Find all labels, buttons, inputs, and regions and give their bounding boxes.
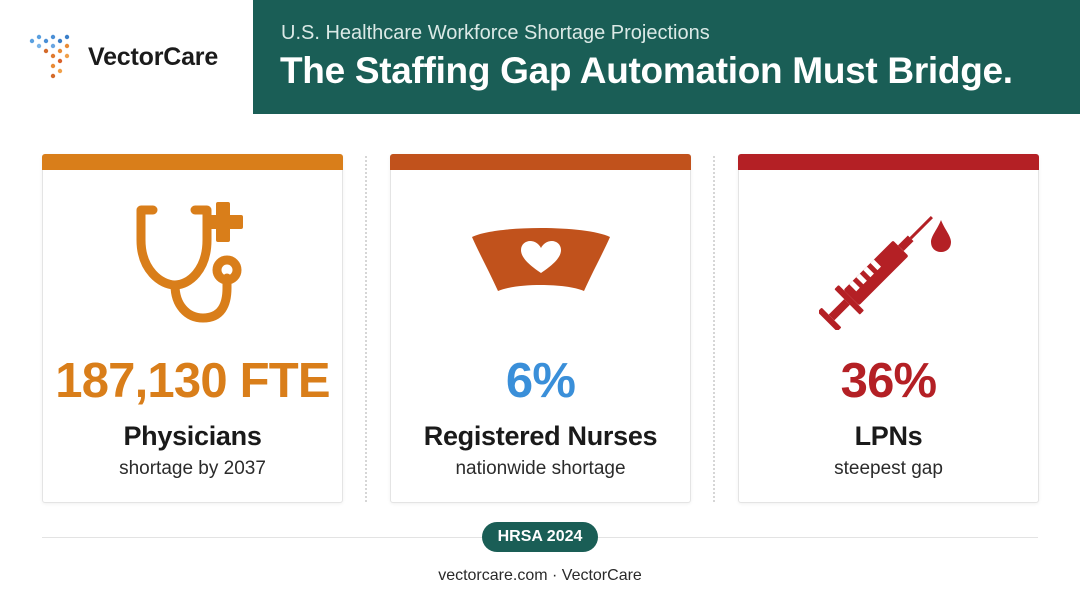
header-title: The Staffing Gap Automation Must Bridge. bbox=[280, 50, 1013, 91]
card-description: nationwide shortage bbox=[455, 458, 626, 479]
card-label: LPNs bbox=[854, 421, 923, 451]
stat-value: 36% bbox=[840, 354, 937, 408]
syringe-icon bbox=[818, 216, 951, 330]
card-label: Physicians bbox=[123, 421, 262, 451]
header-banner: U.S. Healthcare Workforce Shortage Proje… bbox=[253, 0, 1080, 114]
brand-name: VectorCare bbox=[88, 42, 219, 71]
brand-logo[interactable]: VectorCare bbox=[26, 28, 246, 86]
footer-site[interactable]: vectorcare.com · VectorCare bbox=[438, 567, 642, 584]
card-description: shortage by 2037 bbox=[119, 458, 266, 479]
stat-value: 187,130 FTE bbox=[55, 354, 330, 408]
card-accent-bar bbox=[738, 154, 1039, 170]
card-description: steepest gap bbox=[834, 458, 943, 479]
card-accent-bar bbox=[42, 154, 343, 170]
divider bbox=[365, 156, 367, 502]
divider bbox=[713, 156, 715, 502]
source-badge: HRSA 2024 bbox=[482, 522, 598, 552]
lpns-card: 36% LPNs steepest gap bbox=[738, 154, 1039, 503]
stethoscope-plus-icon bbox=[136, 202, 243, 323]
card-label: Registered Nurses bbox=[423, 421, 658, 451]
header-subtitle: U.S. Healthcare Workforce Shortage Proje… bbox=[281, 22, 710, 44]
registered-nurses-card: 6% Registered Nurses nationwide shortage bbox=[390, 154, 691, 503]
card-accent-bar bbox=[390, 154, 691, 170]
nurse-cap-heart-icon bbox=[471, 228, 610, 291]
physicians-card: 187,130 FTE Physicians shortage by 2037 bbox=[42, 154, 343, 503]
dotted-arrow-logo-icon bbox=[29, 34, 70, 79]
stat-value: 6% bbox=[505, 354, 576, 408]
